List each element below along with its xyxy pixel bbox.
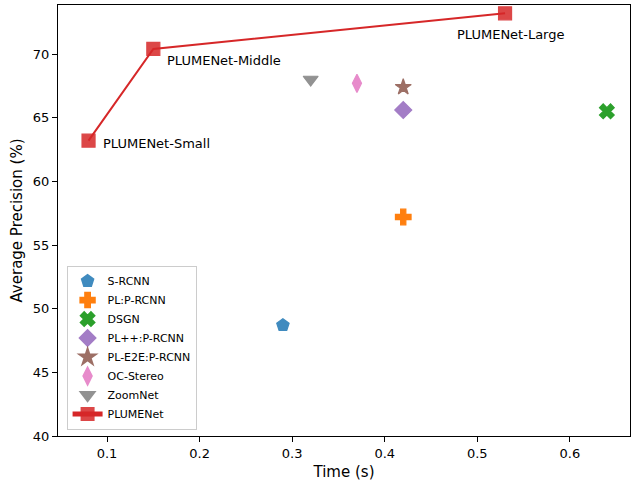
- svg-text:PL-E2E:P-RCNN: PL-E2E:P-RCNN: [108, 351, 191, 364]
- svg-text:S-RCNN: S-RCNN: [108, 275, 150, 288]
- svg-text:Time (s): Time (s): [313, 463, 375, 481]
- svg-text:0.6: 0.6: [559, 446, 580, 461]
- svg-text:0.4: 0.4: [374, 446, 395, 461]
- svg-text:70: 70: [33, 47, 50, 62]
- svg-text:0.3: 0.3: [282, 446, 303, 461]
- svg-text:PLUMENet-Small: PLUMENet-Small: [103, 136, 210, 151]
- svg-text:40: 40: [33, 429, 50, 444]
- svg-text:Average Precision (%): Average Precision (%): [8, 138, 26, 302]
- svg-text:50: 50: [33, 301, 50, 316]
- svg-text:45: 45: [33, 365, 50, 380]
- svg-text:0.2: 0.2: [189, 446, 210, 461]
- svg-text:ZoomNet: ZoomNet: [108, 389, 160, 402]
- svg-text:65: 65: [33, 110, 50, 125]
- svg-text:PLUMENet-Middle: PLUMENet-Middle: [167, 53, 281, 68]
- svg-text:55: 55: [33, 238, 50, 253]
- svg-text:PL++:P-RCNN: PL++:P-RCNN: [108, 332, 185, 345]
- svg-text:PLUMENet-Large: PLUMENet-Large: [457, 27, 564, 42]
- svg-text:60: 60: [33, 174, 50, 189]
- svg-text:0.5: 0.5: [467, 446, 488, 461]
- svg-text:PLUMENet: PLUMENet: [108, 408, 165, 421]
- svg-text:OC-Stereo: OC-Stereo: [108, 370, 164, 383]
- svg-text:0.1: 0.1: [97, 446, 118, 461]
- svg-text:PL:P-RCNN: PL:P-RCNN: [108, 294, 166, 307]
- svg-text:DSGN: DSGN: [108, 313, 140, 326]
